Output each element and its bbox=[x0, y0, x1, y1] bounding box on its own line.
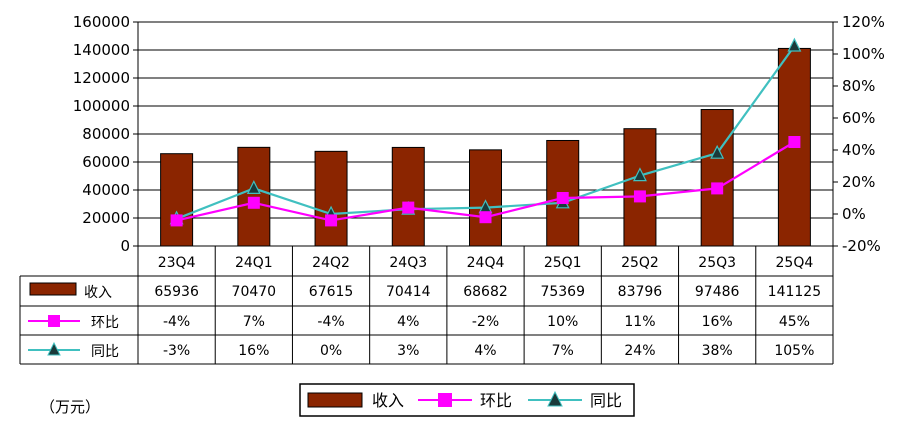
legend-key-revenue bbox=[307, 392, 363, 408]
yoy-value: 7% bbox=[552, 343, 574, 359]
right-axis-tick-label: 120% bbox=[842, 13, 885, 31]
left-axis-tick-label: 0 bbox=[120, 237, 130, 255]
left-axis-tick-label: 140000 bbox=[73, 41, 130, 59]
revenue-bar bbox=[700, 109, 734, 247]
revenue-bar bbox=[160, 153, 194, 247]
yoy-value: 0% bbox=[320, 343, 342, 359]
mom-marker bbox=[556, 192, 569, 204]
right-axis-tick-label: 20% bbox=[842, 173, 875, 191]
category-label: 25Q3 bbox=[698, 255, 736, 271]
mom-value: -4% bbox=[163, 314, 190, 330]
mom-marker bbox=[402, 201, 415, 214]
yoy-marker bbox=[632, 167, 647, 182]
yoy-value: 105% bbox=[774, 343, 814, 359]
table-key-yoy-marker bbox=[47, 341, 61, 356]
yoy-value: 38% bbox=[702, 343, 733, 359]
right-axis-tick-label: 60% bbox=[842, 109, 875, 127]
yoy-marker bbox=[246, 180, 261, 194]
mom-marker bbox=[325, 214, 338, 227]
category-label: 25Q1 bbox=[544, 255, 582, 271]
yoy-value: 4% bbox=[474, 343, 496, 359]
category-label: 25Q4 bbox=[776, 255, 814, 271]
revenue-value: 141125 bbox=[768, 284, 821, 300]
left-axis-tick-label: 20000 bbox=[82, 209, 130, 227]
legend-label-mom: 环比 bbox=[480, 391, 512, 410]
mom-marker bbox=[170, 214, 183, 227]
mom-value: -4% bbox=[317, 314, 344, 330]
revenue-bar bbox=[314, 150, 348, 247]
category-label: 23Q4 bbox=[158, 255, 196, 271]
revenue-value: 75369 bbox=[540, 284, 585, 300]
left-axis-tick-label: 80000 bbox=[82, 125, 130, 143]
revenue-value: 97486 bbox=[695, 284, 740, 300]
yoy-value: -3% bbox=[163, 343, 190, 359]
legend-label-yoy: 同比 bbox=[590, 391, 622, 410]
right-axis-tick-label: 40% bbox=[842, 141, 875, 159]
table-header-mom: 环比 bbox=[91, 315, 119, 331]
mom-value: 11% bbox=[624, 314, 655, 330]
yoy-value: 16% bbox=[238, 343, 269, 359]
right-axis-tick-label: 100% bbox=[842, 45, 885, 63]
legend-key-mom-marker bbox=[438, 393, 452, 407]
left-axis-tick-label: 120000 bbox=[73, 69, 130, 87]
revenue-value: 68682 bbox=[463, 284, 508, 300]
mom-value: 45% bbox=[779, 314, 810, 330]
mom-marker bbox=[479, 211, 492, 224]
revenue-value: 65936 bbox=[154, 284, 199, 300]
revenue-bar bbox=[237, 146, 271, 247]
yoy-value: 3% bbox=[397, 343, 419, 359]
revenue-value: 67615 bbox=[309, 284, 354, 300]
category-label: 25Q2 bbox=[621, 255, 659, 271]
table-key-revenue bbox=[29, 282, 77, 296]
mom-marker bbox=[788, 136, 801, 148]
revenue-bar bbox=[623, 128, 657, 247]
mom-value: 10% bbox=[547, 314, 578, 330]
left-axis-tick-label: 60000 bbox=[82, 153, 130, 171]
yoy-marker bbox=[710, 144, 725, 159]
legend-label-revenue: 收入 bbox=[372, 391, 404, 410]
category-label: 24Q4 bbox=[467, 255, 505, 271]
right-axis-tick-label: 0% bbox=[842, 205, 866, 223]
left-axis-tick-label: 100000 bbox=[73, 97, 130, 115]
revenue-value: 70414 bbox=[386, 284, 431, 300]
mom-marker bbox=[633, 190, 646, 203]
yoy-value: 24% bbox=[624, 343, 655, 359]
category-label: 24Q3 bbox=[389, 255, 427, 271]
revenue-value: 70470 bbox=[232, 284, 277, 300]
revenue-bar bbox=[469, 149, 502, 247]
mom-value: -2% bbox=[472, 314, 499, 330]
mom-marker bbox=[247, 196, 260, 209]
yoy-marker bbox=[787, 37, 802, 52]
table-key-mom-marker bbox=[48, 315, 60, 327]
category-label: 24Q1 bbox=[235, 255, 273, 271]
unit-label: （万元） bbox=[40, 398, 101, 416]
left-axis-tick-label: 40000 bbox=[82, 181, 130, 199]
left-axis-tick-label: 160000 bbox=[73, 13, 130, 31]
revenue-value: 83796 bbox=[618, 284, 663, 300]
category-label: 24Q2 bbox=[312, 255, 350, 271]
mom-value: 7% bbox=[243, 314, 265, 330]
mom-value: 4% bbox=[397, 314, 419, 330]
revenue-bar bbox=[391, 146, 425, 247]
mom-value: 16% bbox=[702, 314, 733, 330]
legend-key-yoy-marker bbox=[547, 390, 563, 407]
table-header-yoy: 同比 bbox=[91, 344, 119, 360]
mom-marker bbox=[711, 182, 724, 195]
table-header-revenue: 收入 bbox=[84, 285, 112, 301]
right-axis-tick-label: 80% bbox=[842, 77, 875, 95]
right-axis-tick-label: -20% bbox=[842, 237, 881, 255]
